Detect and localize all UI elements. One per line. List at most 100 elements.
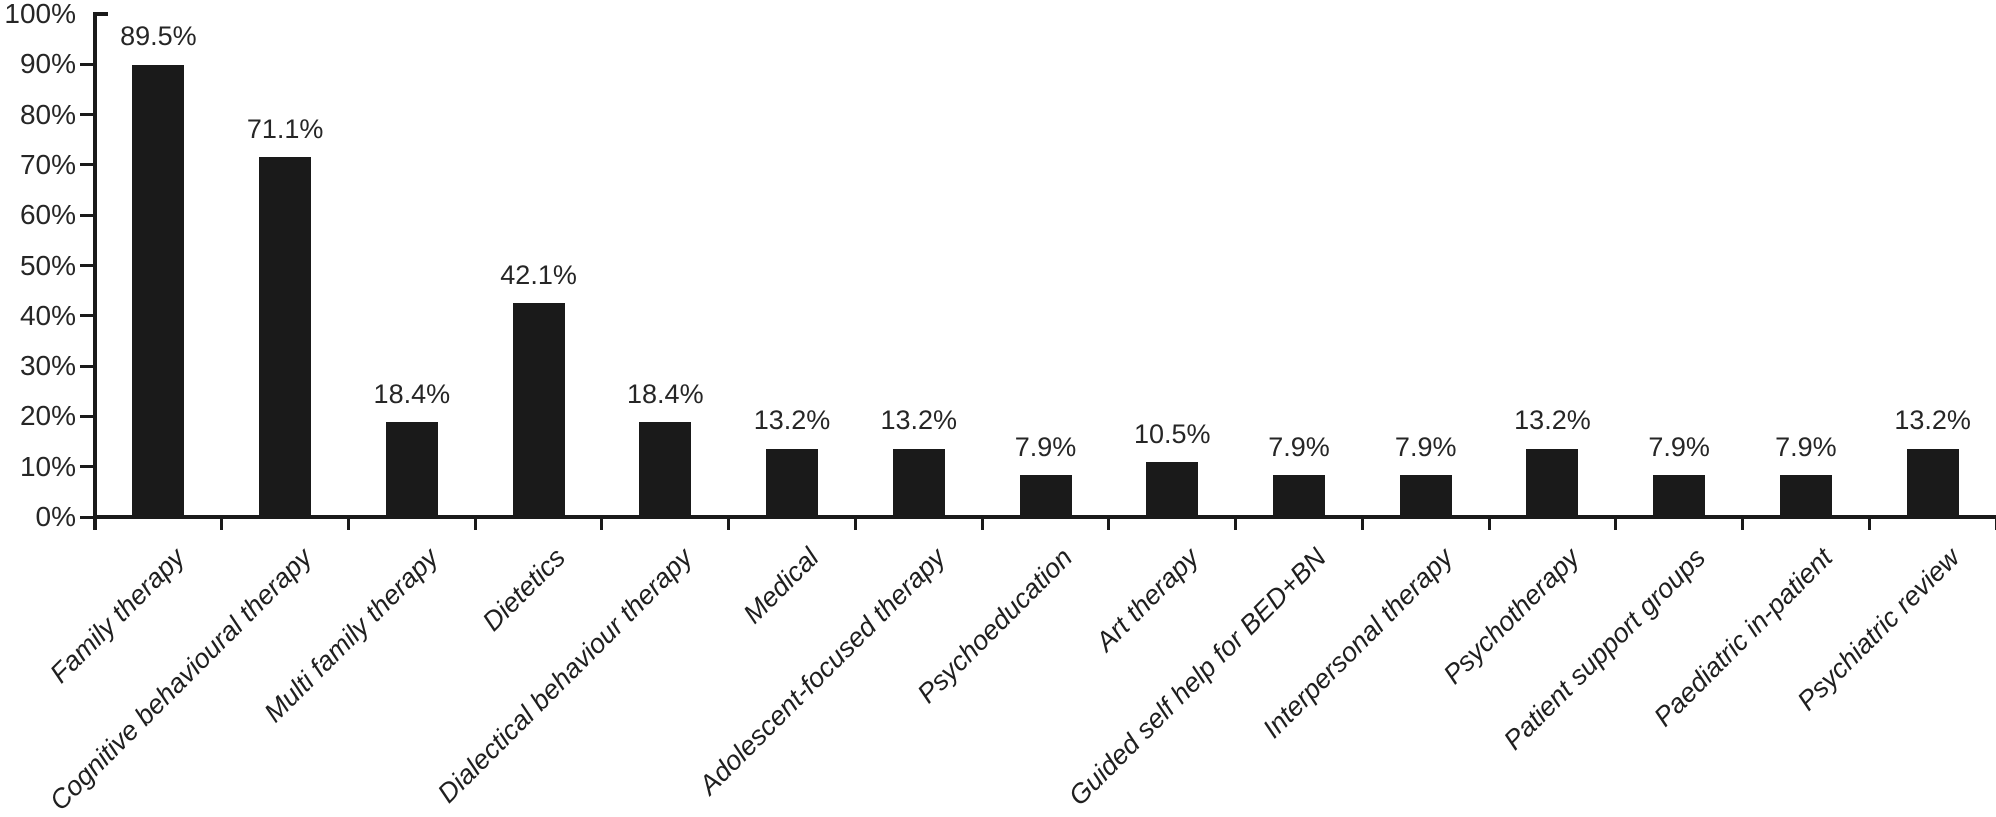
bar-value-label: 18.4% (627, 378, 704, 409)
x-axis-tick-mark (1487, 515, 1491, 530)
y-axis-tick-label: 50% (19, 249, 76, 281)
y-axis-tick: 40% (0, 299, 93, 333)
y-axis-tick-label: 90% (19, 48, 76, 80)
x-axis-tick-mark (1614, 515, 1618, 530)
plot-area: 89.5% Family therapy 71.1% Cognitive beh… (44, 15, 1996, 816)
bar-group: 13.2% Adolescent-focused therapy (693, 15, 982, 800)
y-axis-tick: 0% (0, 500, 93, 534)
bar-group: 89.5% Family therapy (44, 15, 222, 688)
y-axis-tick-label: 70% (19, 148, 76, 180)
bar (1146, 462, 1199, 515)
bar-value-label: 42.1% (500, 259, 577, 290)
bar-value-label: 13.2% (1514, 404, 1591, 435)
bar-value-label: 10.5% (1133, 418, 1211, 449)
bar (1779, 475, 1832, 515)
y-axis-tick-label: 0% (35, 501, 76, 532)
x-axis-category-label: Dietetics (476, 542, 572, 637)
y-axis-tick-mark (80, 414, 93, 418)
bar-group: 13.2% Medical (729, 15, 856, 629)
x-axis-category-label: Medical (737, 542, 825, 630)
x-axis-tick-mark (346, 515, 350, 530)
bar-value-label: 7.9% (1014, 431, 1077, 462)
y-axis-tick: 20% (0, 399, 93, 433)
x-axis-category-label: Art therapy (1090, 542, 1205, 657)
y-axis-tick-label: 20% (19, 400, 76, 432)
x-axis-category-label: Cognitive behavioural therapy (43, 542, 318, 817)
bar-group: 7.9% Interpersonal therapy (1257, 15, 1489, 744)
bar (1653, 475, 1706, 515)
bar-value-label: 71.1% (246, 113, 324, 144)
x-axis-tick-mark (600, 515, 604, 530)
x-axis-category-label: Adolescent-focused therapy (693, 542, 952, 801)
y-axis-tick-label: 100% (4, 0, 76, 29)
y-axis-tick: 70% (0, 148, 93, 182)
y-axis-tick-mark (80, 465, 93, 469)
x-axis-tick-mark (1741, 515, 1745, 530)
bar (512, 303, 565, 515)
bar-value-label: 18.4% (373, 378, 451, 409)
bar (1272, 475, 1325, 515)
x-axis-tick-mark (980, 515, 984, 530)
bar-value-label: 7.9% (1394, 431, 1457, 462)
bar-value-label: 7.9% (1648, 431, 1710, 462)
bar-value-label: 13.2% (880, 404, 958, 435)
y-axis-tick-mark (80, 264, 93, 267)
y-axis-tick-mark (80, 213, 93, 217)
x-axis-tick-mark (1107, 515, 1111, 530)
y-axis-tick: 90% (0, 47, 93, 81)
x-axis-tick-mark (727, 515, 731, 530)
y-axis-tick: 60% (0, 198, 93, 232)
x-axis-category-label: Guided self help for BED+BN (1062, 542, 1332, 812)
x-axis-category-label: Psychotherapy (1437, 542, 1585, 690)
bar-group: 7.9% Guided self help for BED+BN (1062, 15, 1363, 811)
y-axis-tick: 100% (0, 0, 93, 31)
bar-value-label: 7.9% (1775, 431, 1837, 462)
bar-value-label: 89.5% (120, 21, 197, 52)
y-axis-tick: 50% (0, 249, 93, 283)
bar (892, 448, 945, 515)
bar (1526, 448, 1579, 515)
bar-value-label: 7.9% (1268, 431, 1330, 462)
bar-group: 7.9% Psychoeducation (911, 15, 1109, 709)
y-axis-tick: 10% (0, 450, 93, 484)
bar-value-label: 13.2% (1894, 404, 1971, 435)
x-axis-category-label: Dialectical behaviour therapy (431, 542, 698, 809)
x-axis-tick-mark (1867, 515, 1871, 530)
y-axis-tick-label: 30% (19, 350, 76, 382)
y-axis-tick-label: 80% (19, 98, 76, 130)
bar-value-label: 13.2% (753, 404, 831, 435)
x-axis-tick-mark (220, 515, 224, 530)
bar-group: 13.2% Psychotherapy (1437, 15, 1616, 690)
bar-group: 18.4% Dialectical behaviour therapy (431, 15, 729, 809)
bar-group: 10.5% Art therapy (1090, 15, 1236, 657)
bar (1399, 475, 1452, 515)
bar (1019, 475, 1072, 515)
y-axis-tick-label: 60% (19, 199, 76, 231)
x-axis-tick-mark (1360, 515, 1364, 530)
bar-group: 71.1% Cognitive behavioural therapy (44, 15, 349, 816)
bar-group: 7.9% Paediatric in-patient (1648, 15, 1870, 732)
x-axis-tick-mark (853, 515, 857, 530)
bar-group: 18.4% Multi family therapy (259, 15, 475, 728)
y-axis-tick-label: 10% (19, 450, 76, 482)
y-axis-tick-mark (80, 364, 93, 368)
y-axis-tick-mark (80, 163, 93, 167)
bar (132, 64, 185, 515)
x-axis-tick-mark (473, 515, 477, 530)
y-axis-tick-mark (80, 314, 93, 318)
bar-group: 42.1% Dietetics (475, 15, 602, 637)
bar (385, 422, 438, 515)
y-axis-tick-mark (80, 62, 93, 66)
y-axis-tick-mark (80, 515, 93, 519)
bar (766, 448, 819, 515)
bar (639, 422, 692, 515)
y-axis-tick: 30% (0, 349, 93, 383)
bar (259, 157, 312, 515)
y-axis-top-tick (97, 12, 108, 16)
x-axis-category-label: Family therapy (44, 542, 191, 689)
y-axis-tick: 80% (0, 98, 93, 132)
x-axis-line (95, 515, 1996, 519)
x-axis-tick-mark (1234, 515, 1238, 530)
y-axis-line (93, 12, 97, 530)
